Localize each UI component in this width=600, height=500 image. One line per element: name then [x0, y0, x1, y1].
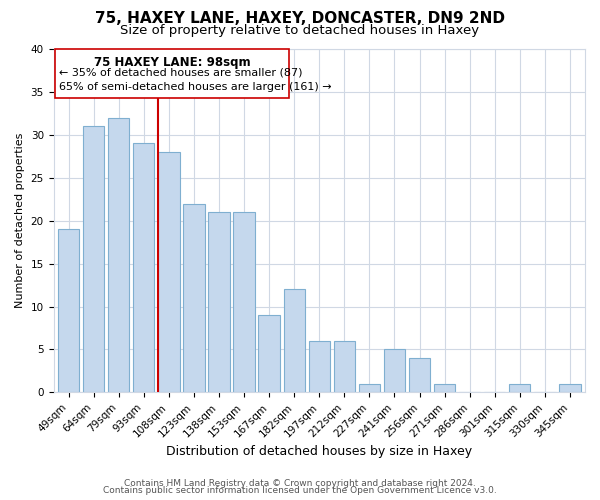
- Bar: [509, 384, 530, 392]
- Bar: [208, 212, 230, 392]
- Text: ← 35% of detached houses are smaller (87): ← 35% of detached houses are smaller (87…: [59, 68, 302, 78]
- Y-axis label: Number of detached properties: Number of detached properties: [15, 133, 25, 308]
- Text: Size of property relative to detached houses in Haxey: Size of property relative to detached ho…: [121, 24, 479, 37]
- Bar: [284, 290, 305, 393]
- Text: Contains HM Land Registry data © Crown copyright and database right 2024.: Contains HM Land Registry data © Crown c…: [124, 478, 476, 488]
- FancyBboxPatch shape: [55, 49, 289, 98]
- Text: 75 HAXEY LANE: 98sqm: 75 HAXEY LANE: 98sqm: [94, 56, 250, 69]
- Bar: [559, 384, 581, 392]
- Bar: [83, 126, 104, 392]
- Bar: [233, 212, 255, 392]
- Bar: [359, 384, 380, 392]
- Text: Contains public sector information licensed under the Open Government Licence v3: Contains public sector information licen…: [103, 486, 497, 495]
- Bar: [158, 152, 179, 392]
- X-axis label: Distribution of detached houses by size in Haxey: Distribution of detached houses by size …: [166, 444, 472, 458]
- Bar: [183, 204, 205, 392]
- Bar: [58, 230, 79, 392]
- Bar: [409, 358, 430, 392]
- Text: 65% of semi-detached houses are larger (161) →: 65% of semi-detached houses are larger (…: [59, 82, 331, 92]
- Bar: [133, 144, 154, 392]
- Bar: [384, 350, 405, 393]
- Bar: [308, 341, 330, 392]
- Bar: [434, 384, 455, 392]
- Bar: [108, 118, 130, 392]
- Bar: [259, 315, 280, 392]
- Text: 75, HAXEY LANE, HAXEY, DONCASTER, DN9 2ND: 75, HAXEY LANE, HAXEY, DONCASTER, DN9 2N…: [95, 11, 505, 26]
- Bar: [334, 341, 355, 392]
